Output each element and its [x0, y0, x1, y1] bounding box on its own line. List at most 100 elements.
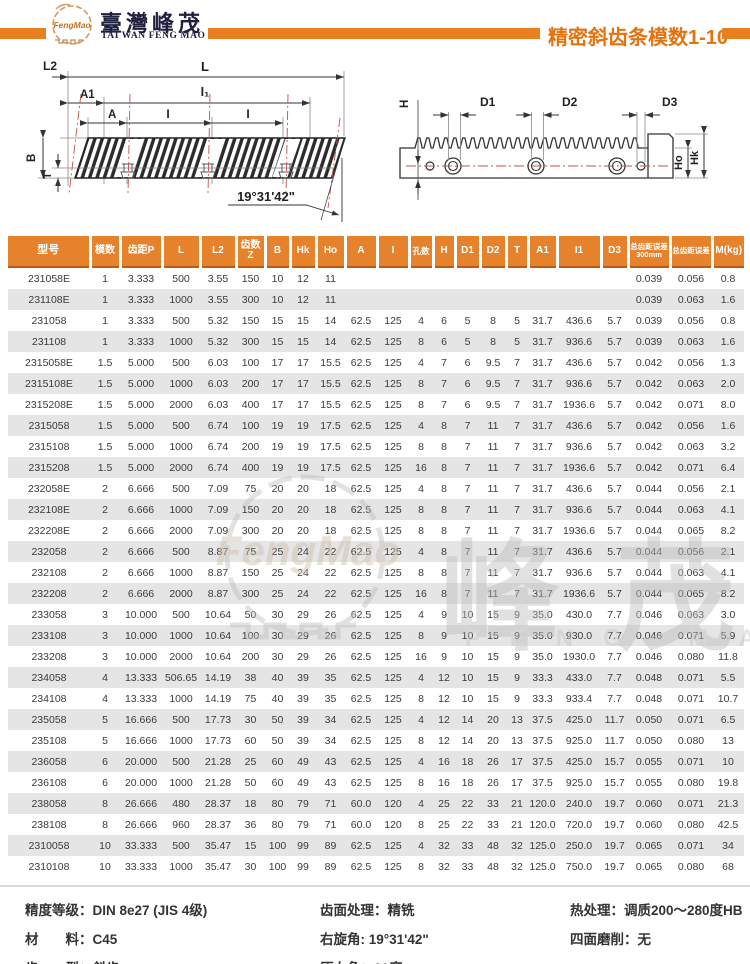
cell: 6.03: [207, 356, 229, 369]
cell: 0.065: [635, 860, 663, 873]
cell: 15.7: [604, 755, 625, 768]
cell: 11: [487, 461, 499, 474]
cell: 1: [102, 272, 108, 285]
footer-column-1: 精度等级：DIN 8e27 (JIS 4级) 材 料：C45 齿 型：斜齿: [25, 896, 320, 964]
cell: 425.0: [565, 713, 593, 726]
cell: 15: [487, 671, 499, 684]
cell: 425.0: [565, 755, 593, 768]
cell: 31.7: [532, 482, 553, 495]
cell: 34: [722, 839, 734, 852]
cell: 125: [384, 356, 402, 369]
cell: 15: [271, 314, 284, 327]
cell: 25: [438, 797, 450, 810]
cell: 6.74: [207, 440, 229, 453]
cell: 100: [241, 629, 260, 642]
cell: 6.03: [207, 377, 229, 390]
cell: 9: [514, 629, 520, 642]
cell: 17.5: [320, 461, 341, 474]
dim-label-D3: D3: [662, 95, 678, 109]
cell: 250.0: [565, 839, 593, 852]
cell: 60: [271, 776, 284, 789]
cell: 25: [271, 566, 284, 579]
cell: 62.5: [350, 650, 372, 663]
cell: 11.7: [604, 713, 625, 726]
cell: 3.55: [207, 272, 229, 285]
rack-front-view-drawing: H D1 D2 D3 Ho Hk: [399, 95, 708, 200]
cell: 1936.6: [562, 398, 596, 411]
cell: 120.0: [529, 818, 556, 831]
cell: 31.7: [532, 524, 553, 537]
cell: 7.7: [607, 650, 622, 663]
cell: 2: [102, 482, 108, 495]
cell: 231058E: [27, 272, 71, 285]
cell: 0.8: [720, 272, 736, 285]
cell: 17: [511, 776, 523, 789]
brand-name-chinese: 臺灣峰茂: [100, 11, 205, 36]
cell: 36: [244, 818, 257, 831]
cell: 8.2: [720, 587, 736, 600]
cell: 8: [418, 734, 424, 747]
column-header: 齿数 Z: [234, 236, 265, 268]
cell: 7: [464, 545, 471, 558]
cell: 17: [271, 377, 284, 390]
cell: 8: [441, 587, 447, 600]
cell: 0.063: [677, 377, 705, 390]
cell: 5.32: [207, 314, 229, 327]
cell: 4: [418, 797, 424, 810]
cell: 7.09: [207, 482, 229, 495]
cell: 231108E: [28, 293, 70, 306]
cell: 0.071: [677, 755, 705, 768]
cell: 0.063: [677, 566, 705, 579]
cell: 7: [464, 503, 471, 516]
table-row: 231058 1 3.333 500 5.32 150 15 15 14 62.5 125 4 6 5 8 5…: [8, 310, 744, 331]
cell: 37.5: [532, 734, 553, 747]
cell: 234108: [31, 692, 67, 705]
cell: 10.000: [124, 650, 158, 663]
cell: 0.056: [677, 482, 705, 495]
dim-label-T: T: [42, 172, 54, 179]
cell: 37.5: [532, 713, 553, 726]
cell: 430.0: [565, 608, 593, 621]
cell: 100: [268, 839, 287, 852]
cell: 500: [172, 713, 190, 726]
cell: 12: [438, 713, 450, 726]
cell: 6.74: [207, 419, 229, 432]
cell: 5.7: [607, 566, 622, 579]
cell: 8.87: [207, 545, 229, 558]
cell: 35: [324, 692, 337, 705]
cell: 1.5: [97, 398, 113, 411]
cell: 480: [172, 797, 190, 810]
cell: [528, 267, 557, 289]
column-header: 型号: [8, 236, 90, 268]
cell: 11.8: [718, 650, 738, 663]
cell: 0.042: [635, 398, 663, 411]
cell: 125: [384, 314, 402, 327]
cell: 10.000: [124, 608, 158, 621]
cell: 50: [244, 776, 257, 789]
cell: 0.071: [677, 629, 705, 642]
cell: 11: [487, 587, 499, 600]
cell: 925.0: [565, 734, 593, 747]
cell: 22: [461, 818, 474, 831]
cell: 7: [514, 440, 520, 453]
cell: [480, 289, 506, 310]
cell: 10: [461, 650, 474, 663]
cell: 28.37: [204, 797, 232, 810]
cell: 8: [418, 566, 424, 579]
cell: 7.7: [607, 692, 622, 705]
table-row: 234108 4 13.333 1000 14.19 75 40 39 35 62.5 125 8 12…: [8, 688, 744, 709]
cell: 436.6: [565, 356, 593, 369]
cell: 1.6: [720, 335, 736, 348]
cell: 0.044: [635, 503, 663, 516]
cell: 4: [418, 671, 424, 684]
cell: 1.6: [720, 293, 736, 306]
cell: 1.5: [97, 377, 113, 390]
cell: 7.09: [207, 524, 229, 537]
cell: 33.333: [124, 860, 158, 873]
fengmao-gear-logo: FengMao: [52, 3, 92, 45]
cell: 29: [297, 629, 309, 642]
cell: 22: [324, 566, 337, 579]
cell: 0.080: [677, 818, 705, 831]
cell: 0.056: [677, 272, 705, 285]
